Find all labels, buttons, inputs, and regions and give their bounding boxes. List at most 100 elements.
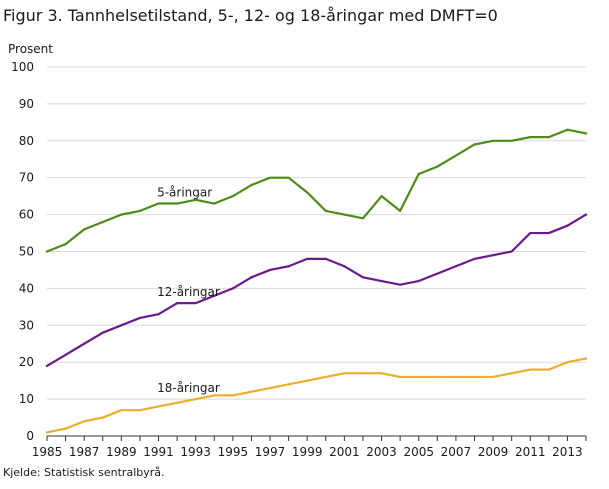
data-point (584, 132, 588, 135)
data-point (83, 228, 86, 231)
data-point (287, 265, 290, 268)
data-point (454, 265, 457, 268)
data-point (417, 375, 420, 379)
y-tick-label: 40 (19, 281, 34, 295)
x-tick-label: 1993 (180, 445, 211, 459)
x-tick-label: 1997 (255, 445, 286, 459)
x-tick-label: 2009 (478, 445, 509, 459)
x-tick-label: 1995 (218, 445, 249, 459)
data-point (529, 231, 532, 235)
y-tick-label: 90 (19, 97, 34, 111)
data-point (101, 331, 104, 334)
data-point (529, 136, 532, 139)
data-point (399, 375, 402, 379)
series-line-12-åringar (45, 213, 588, 367)
data-point (64, 427, 67, 430)
x-tick-label: 1987 (69, 445, 100, 459)
x-tick-label: 2001 (329, 445, 360, 459)
data-point (566, 361, 569, 364)
series-lines (45, 128, 588, 434)
data-point (566, 224, 569, 227)
data-point (529, 368, 532, 371)
data-point (45, 250, 49, 253)
source-note: Kjelde: Statistisk sentralbyrå. (3, 466, 165, 479)
data-point (399, 209, 402, 213)
y-tick-label: 0 (26, 429, 34, 443)
data-point (399, 283, 402, 286)
data-point (138, 409, 142, 412)
data-point (213, 394, 216, 397)
y-tick-label: 10 (19, 392, 34, 406)
x-tick-label: 2011 (515, 445, 546, 459)
x-tick-label: 2013 (552, 445, 583, 459)
data-point (361, 372, 365, 375)
data-point (454, 375, 457, 379)
chart-title: Figur 3. Tannhelsetilstand, 5-, 12- og 1… (3, 6, 498, 25)
data-point (566, 128, 569, 131)
data-point (473, 375, 476, 379)
data-point (510, 139, 513, 142)
y-tick-label: 60 (19, 208, 34, 222)
data-point (491, 139, 495, 142)
data-point (268, 386, 272, 390)
data-point (268, 268, 272, 272)
data-point (176, 202, 179, 205)
data-point (120, 324, 123, 327)
data-point (138, 316, 142, 320)
y-tick-label: 20 (19, 355, 34, 369)
data-point (213, 294, 216, 297)
data-point (250, 390, 253, 393)
data-point (361, 217, 365, 220)
x-tick-label: 1991 (143, 445, 174, 459)
data-point (231, 287, 234, 290)
x-tick-label: 1999 (292, 445, 323, 459)
data-point (101, 416, 104, 419)
data-point (417, 172, 420, 176)
data-point (491, 254, 495, 257)
data-point (436, 165, 439, 168)
data-point (343, 213, 346, 216)
series-label: 18-åringar (157, 381, 220, 395)
data-point (176, 302, 179, 305)
data-point (584, 357, 588, 360)
data-point (194, 198, 197, 201)
data-point (194, 302, 197, 305)
y-axis-label: Prosent (8, 42, 53, 56)
data-point (510, 372, 513, 375)
data-point (547, 368, 550, 371)
data-point (306, 257, 309, 260)
data-point (380, 372, 383, 375)
data-point (584, 213, 588, 216)
data-point (343, 372, 346, 375)
data-point (547, 231, 550, 235)
x-tick-label: 2005 (403, 445, 434, 459)
data-point (510, 250, 513, 253)
data-point (268, 176, 272, 179)
data-point (83, 342, 86, 345)
data-point (231, 195, 234, 198)
data-point (45, 431, 49, 434)
data-point (250, 276, 253, 279)
data-point (231, 394, 234, 397)
data-point (287, 176, 290, 179)
data-point (454, 154, 457, 157)
data-point (157, 405, 160, 408)
data-point (380, 279, 383, 283)
data-point (547, 136, 550, 139)
axes: Prosent 0 10 20 30 40 50 60 70 80 90 100 1985 1987 198… (8, 42, 587, 459)
data-point (324, 257, 327, 260)
data-point (176, 401, 179, 404)
data-point (417, 279, 420, 283)
data-point (250, 183, 253, 187)
data-point (213, 202, 216, 205)
data-point (194, 398, 197, 401)
data-point (473, 257, 476, 260)
series-labels: 5-åringar 12-åringar 18-åringar (157, 185, 220, 395)
data-point (491, 375, 495, 379)
data-point (64, 243, 67, 246)
gridlines (47, 66, 586, 400)
data-point (324, 375, 327, 379)
x-tick-label: 1989 (106, 445, 137, 459)
